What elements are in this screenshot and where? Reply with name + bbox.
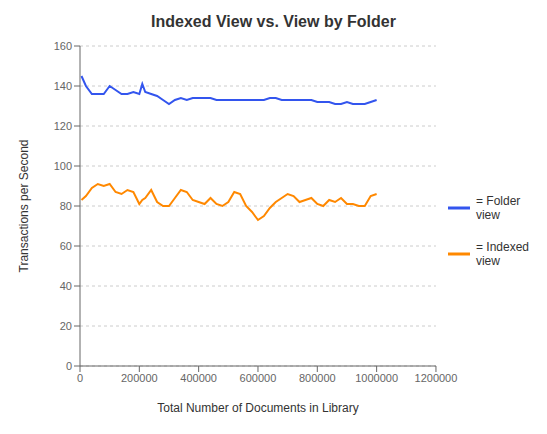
svg-text:600000: 600000 bbox=[240, 372, 277, 384]
svg-text:1000000: 1000000 bbox=[355, 372, 398, 384]
html-text:= Folder view: = Folder view bbox=[476, 194, 521, 222]
html-text:Indexed View vs. View by Folde: Indexed View vs. View by Folder bbox=[151, 13, 396, 30]
svg-text:20: 20 bbox=[60, 320, 72, 332]
svg-text:0: 0 bbox=[66, 360, 72, 372]
svg-text:120: 120 bbox=[54, 120, 72, 132]
svg-text:0: 0 bbox=[77, 372, 83, 384]
svg-text:80: 80 bbox=[60, 200, 72, 212]
svg-text:40: 40 bbox=[60, 280, 72, 292]
svg-text:400000: 400000 bbox=[180, 372, 217, 384]
html-text:= Indexed view: = Indexed view bbox=[476, 240, 529, 268]
svg-text:Transactions per Second: Transactions per Second bbox=[17, 140, 31, 273]
svg-text:800000: 800000 bbox=[299, 372, 336, 384]
svg-text:160: 160 bbox=[54, 40, 72, 52]
svg-text:140: 140 bbox=[54, 80, 72, 92]
svg-text:100: 100 bbox=[54, 160, 72, 172]
svg-text:60: 60 bbox=[60, 240, 72, 252]
svg-text:200000: 200000 bbox=[121, 372, 158, 384]
svg-text:1200000: 1200000 bbox=[415, 372, 458, 384]
svg-text:Total Number of Documents in L: Total Number of Documents in Library bbox=[157, 401, 358, 415]
